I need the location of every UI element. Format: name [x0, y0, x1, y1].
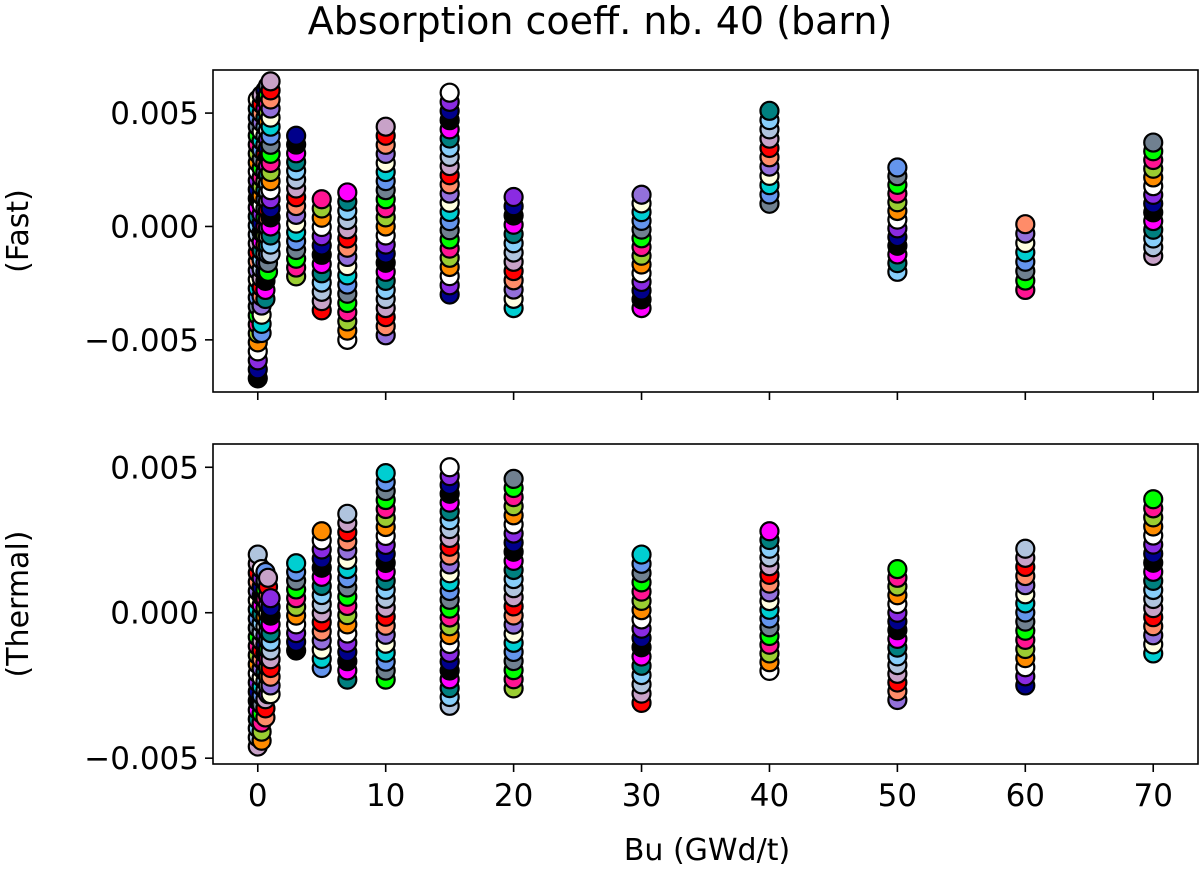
data-point: [1143, 132, 1164, 153]
data-point: [1015, 538, 1036, 559]
data-point: [260, 588, 281, 609]
data-point: [257, 567, 279, 588]
data-point: [439, 457, 460, 478]
x-tick-label: 60: [1006, 778, 1045, 814]
data-point: [1015, 214, 1036, 235]
data-point: [631, 184, 652, 205]
thermal-panel: −0.005 0.000 0.005 0 10 20 30 40 50 60 70 (Thermal): [1, 443, 1199, 814]
data-point: [337, 503, 358, 524]
data-point: [503, 468, 524, 490]
plot-frame: [212, 69, 1199, 393]
y-tick-label: −0.005: [84, 741, 199, 777]
x-tick-label: 20: [494, 778, 533, 814]
data-point: [759, 100, 780, 121]
chart-title: Absorption coeff. nb. 40 (barn): [308, 0, 893, 43]
data-point: [311, 189, 332, 210]
data-point: [260, 71, 281, 92]
data-point: [1143, 489, 1164, 510]
x-tick-label: 40: [750, 778, 789, 814]
fast-panel: −0.005 0.000 0.005 (Fast): [1, 69, 1199, 400]
y-tick-label: 0.000: [110, 596, 199, 632]
data-point: [337, 182, 358, 203]
y-axis-label: (Fast): [1, 189, 36, 273]
data-point: [759, 521, 780, 542]
y-axis-label: (Thermal): [1, 531, 36, 678]
data-point: [286, 553, 307, 574]
y-tick-label: 0.005: [110, 450, 199, 486]
x-tick-label: 70: [1134, 778, 1173, 814]
x-tick-label: 50: [878, 778, 917, 814]
data-point: [887, 558, 908, 580]
data-point: [439, 82, 460, 103]
data-point: [375, 462, 396, 484]
data-point: [311, 521, 332, 542]
data-point: [631, 544, 652, 565]
x-tick-label: 0: [248, 778, 268, 814]
y-tick-label: −0.005: [84, 323, 199, 359]
y-tick-label: 0.000: [110, 209, 199, 245]
data-point: [503, 186, 524, 208]
x-axis-label: Bu (GWd/t): [624, 833, 790, 868]
x-tick-label: 30: [622, 778, 661, 814]
data-point: [887, 157, 908, 178]
y-tick-label: 0.005: [110, 96, 199, 132]
x-tick-label: 10: [366, 778, 405, 814]
data-point: [375, 116, 396, 137]
data-point: [286, 125, 307, 146]
plot-frame: [212, 443, 1199, 765]
